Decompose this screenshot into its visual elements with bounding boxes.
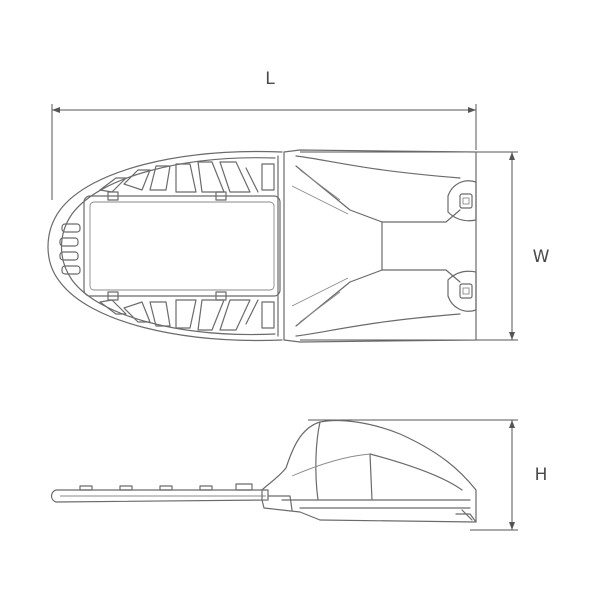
hinge-top — [261, 163, 275, 191]
width-label: W — [533, 247, 550, 267]
rear-housing-top — [283, 149, 477, 343]
led-module — [83, 195, 281, 297]
cooling-fins-bottom — [99, 299, 259, 331]
rear-housing-side — [261, 419, 477, 523]
length-label: L — [265, 69, 275, 89]
width-dimension: W — [300, 151, 550, 341]
cooling-fins-top — [99, 161, 259, 193]
height-dimension: H — [308, 419, 548, 531]
lamp-head-side — [50, 483, 269, 503]
mounting-clamp-top — [447, 180, 477, 222]
mounting-clamp-bottom — [447, 270, 477, 312]
height-label: H — [535, 465, 548, 485]
top-view: L W — [47, 69, 550, 343]
side-view: H — [50, 419, 548, 531]
cooling-fins-left — [59, 223, 81, 275]
length-dimension: L — [51, 69, 477, 200]
lamp-head-top — [47, 150, 285, 342]
hinge-bottom — [261, 301, 275, 329]
